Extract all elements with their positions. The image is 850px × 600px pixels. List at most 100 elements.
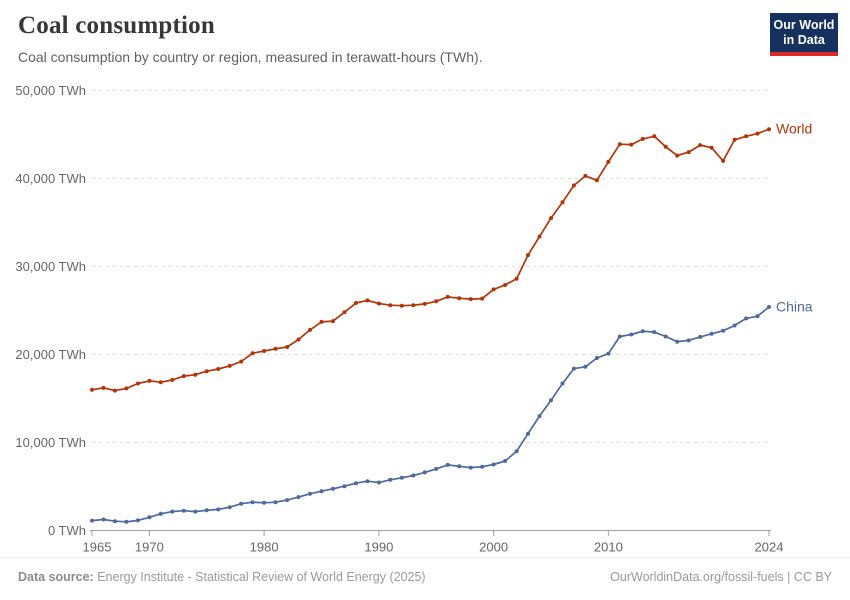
series-point-china[interactable] xyxy=(594,356,599,360)
series-point-china[interactable] xyxy=(526,431,530,436)
series-point-china[interactable] xyxy=(158,511,163,516)
series-point-china[interactable] xyxy=(709,331,714,336)
series-point-world[interactable] xyxy=(101,385,106,390)
series-point-china[interactable] xyxy=(170,509,175,514)
series-point-world[interactable] xyxy=(583,173,588,178)
series-point-world[interactable] xyxy=(342,310,347,315)
series-point-world[interactable] xyxy=(181,374,186,379)
series-point-world[interactable] xyxy=(560,200,565,205)
series-point-china[interactable] xyxy=(480,464,485,469)
series-point-china[interactable] xyxy=(147,515,152,520)
series-point-world[interactable] xyxy=(744,134,749,139)
series-point-world[interactable] xyxy=(537,234,542,239)
series-point-china[interactable] xyxy=(331,486,335,491)
series-point-world[interactable] xyxy=(503,283,508,287)
series-point-world[interactable] xyxy=(698,143,703,148)
series-point-china[interactable] xyxy=(216,507,221,512)
series-point-china[interactable] xyxy=(101,517,106,522)
series-point-world[interactable] xyxy=(434,299,439,304)
series-point-china[interactable] xyxy=(744,316,749,321)
series-point-china[interactable] xyxy=(422,470,427,475)
series-point-world[interactable] xyxy=(112,388,117,393)
series-point-world[interactable] xyxy=(239,359,244,364)
series-point-world[interactable] xyxy=(204,369,209,374)
series-point-china[interactable] xyxy=(629,332,634,337)
series-point-china[interactable] xyxy=(388,477,393,482)
series-point-world[interactable] xyxy=(652,134,657,139)
series-line-world[interactable] xyxy=(91,128,770,392)
series-point-china[interactable] xyxy=(468,465,473,470)
series-point-world[interactable] xyxy=(629,142,634,147)
series-point-china[interactable] xyxy=(250,500,255,505)
series-point-china[interactable] xyxy=(365,479,370,484)
series-point-china[interactable] xyxy=(135,518,140,523)
series-point-world[interactable] xyxy=(686,150,691,155)
series-point-china[interactable] xyxy=(571,366,576,371)
series-point-world[interactable] xyxy=(296,337,301,342)
series-point-world[interactable] xyxy=(422,301,427,306)
series-point-china[interactable] xyxy=(503,459,508,463)
series-point-world[interactable] xyxy=(376,301,381,306)
series-point-world[interactable] xyxy=(721,158,726,163)
series-point-world[interactable] xyxy=(227,363,232,368)
series-point-china[interactable] xyxy=(767,305,771,309)
series-point-china[interactable] xyxy=(239,501,244,506)
series-point-world[interactable] xyxy=(90,387,94,392)
series-point-world[interactable] xyxy=(170,378,175,382)
series-point-world[interactable] xyxy=(594,178,599,183)
series-point-china[interactable] xyxy=(583,364,588,369)
series-point-world[interactable] xyxy=(124,386,129,391)
series-point-china[interactable] xyxy=(181,508,186,513)
series-point-world[interactable] xyxy=(571,183,576,188)
series-point-china[interactable] xyxy=(652,330,657,335)
series-point-china[interactable] xyxy=(342,484,347,489)
series-point-china[interactable] xyxy=(112,519,117,524)
series-point-china[interactable] xyxy=(663,334,668,339)
series-point-china[interactable] xyxy=(376,480,381,485)
series-point-world[interactable] xyxy=(468,297,473,302)
series-point-china[interactable] xyxy=(755,314,760,319)
series-point-china[interactable] xyxy=(411,473,416,478)
series-point-world[interactable] xyxy=(514,276,519,281)
series-point-china[interactable] xyxy=(434,466,439,471)
series-point-china[interactable] xyxy=(124,519,129,524)
series-point-china[interactable] xyxy=(399,475,404,480)
series-point-world[interactable] xyxy=(399,303,404,308)
series-point-world[interactable] xyxy=(480,296,485,301)
series-point-world[interactable] xyxy=(147,378,152,383)
series-point-world[interactable] xyxy=(158,380,163,385)
series-point-china[interactable] xyxy=(560,381,565,386)
series-point-china[interactable] xyxy=(319,489,324,494)
series-point-china[interactable] xyxy=(675,339,680,344)
series-point-world[interactable] xyxy=(526,253,530,258)
series-point-world[interactable] xyxy=(767,127,771,132)
series-point-china[interactable] xyxy=(457,464,462,469)
series-point-china[interactable] xyxy=(640,329,645,334)
series-point-world[interactable] xyxy=(135,381,140,386)
series-point-world[interactable] xyxy=(285,345,290,349)
series-point-china[interactable] xyxy=(193,509,198,514)
series-point-world[interactable] xyxy=(353,301,358,305)
series-point-world[interactable] xyxy=(732,137,737,142)
series-point-china[interactable] xyxy=(732,323,737,328)
series-point-world[interactable] xyxy=(445,294,450,299)
series-point-world[interactable] xyxy=(193,372,198,377)
series-point-china[interactable] xyxy=(353,481,358,486)
series-point-china[interactable] xyxy=(617,334,622,339)
series-point-world[interactable] xyxy=(216,367,221,371)
series-line-china[interactable] xyxy=(91,306,770,523)
series-point-china[interactable] xyxy=(698,334,703,339)
series-point-world[interactable] xyxy=(640,136,645,141)
series-point-world[interactable] xyxy=(606,159,611,164)
series-point-china[interactable] xyxy=(285,498,290,503)
series-point-china[interactable] xyxy=(514,449,519,454)
series-point-china[interactable] xyxy=(445,462,450,467)
series-point-world[interactable] xyxy=(457,296,462,301)
series-point-china[interactable] xyxy=(549,398,553,403)
series-point-world[interactable] xyxy=(331,319,335,324)
series-point-world[interactable] xyxy=(663,144,668,149)
series-point-world[interactable] xyxy=(617,142,622,147)
series-point-world[interactable] xyxy=(262,349,267,353)
series-point-world[interactable] xyxy=(388,303,393,308)
series-point-china[interactable] xyxy=(204,508,209,513)
